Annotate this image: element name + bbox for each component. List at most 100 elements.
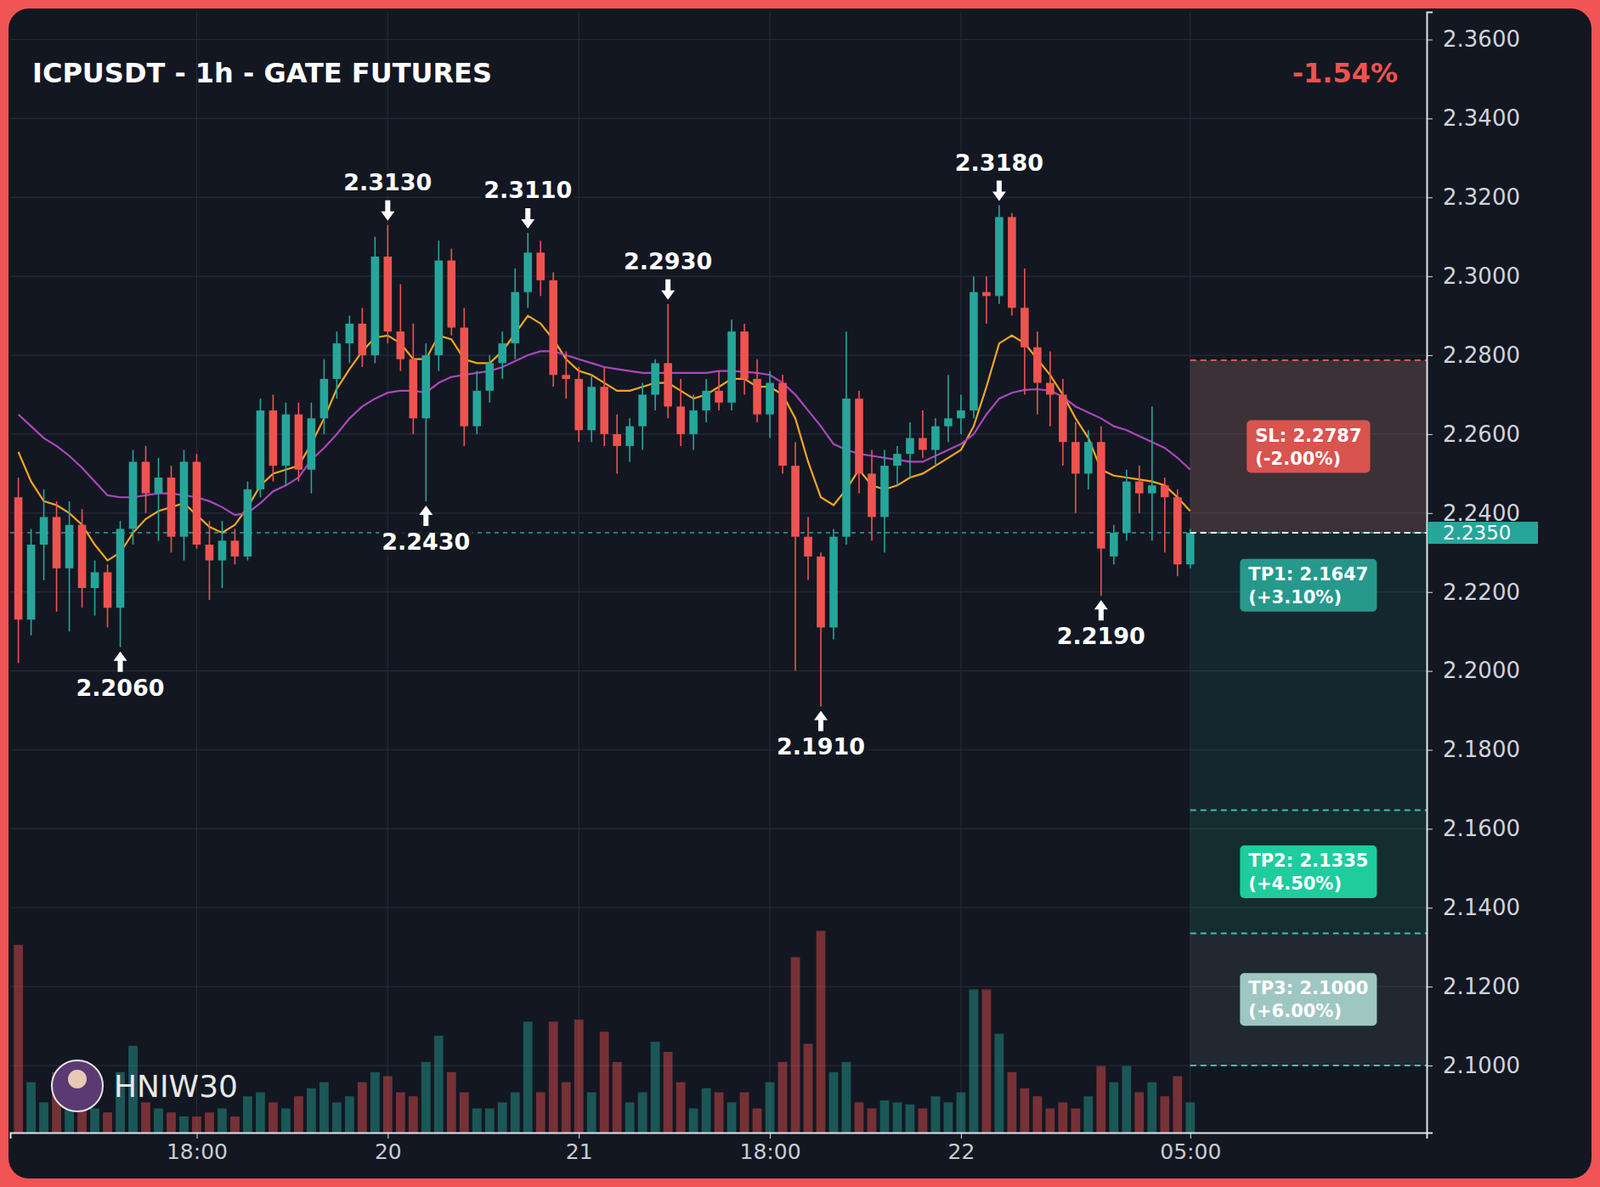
price-tag-box [1427,521,1538,544]
candle-body [599,386,609,435]
candle-body [167,477,176,538]
volume-bar [625,1102,635,1133]
y-tick-label: 2.1200 [1442,973,1521,1000]
x-tick: 21 [565,1132,594,1165]
candle-body [638,395,647,427]
annotation-label: 2.2930 [623,248,713,275]
annotation: 2.3130 [340,169,435,221]
level-box [1246,420,1370,474]
annotation-arrow [661,279,675,300]
volume-bar [1006,1072,1017,1133]
y-tick-mark [1426,671,1433,673]
volume-bar [217,1108,227,1133]
y-axis: 2.10002.12002.14002.16002.18002.20002.22… [1426,12,1521,1134]
candle-body [854,398,864,474]
avatar-face [67,1069,87,1089]
y-tick: 2.1800 [1426,736,1521,763]
volume-bar [153,1108,164,1133]
x-tick-mark [769,1132,771,1139]
volume-bar [1159,1096,1170,1133]
y-axis-line [1427,12,1434,1134]
x-axis-line [11,1133,1428,1140]
candle-body [689,410,698,435]
candle-wick [985,276,988,324]
x-tick: 18:00 [740,1132,802,1165]
candle-body [918,438,928,451]
volume-bar [268,1102,278,1133]
candle-body [384,256,393,332]
volume-bar [510,1092,521,1133]
candle-body [842,398,851,538]
annotation-label: 2.3130 [343,169,432,196]
volume-bars [13,931,1195,1133]
volume-bar [561,1082,572,1133]
x-tick: 22 [948,1132,976,1165]
y-tick-label: 2.3000 [1442,263,1521,289]
entry-line [1190,531,1427,534]
candle-body [1135,481,1144,494]
level-label: TP1: 2.1647 [1248,564,1369,585]
candle-body [880,465,889,517]
level-box-group: TP3: 2.1000(+6.00%) [1239,972,1377,1026]
volume-bar [714,1092,724,1133]
volume-bar [421,1062,431,1133]
volume-bar [918,1108,928,1133]
y-tick: 2.2000 [1426,657,1521,684]
annotation-label: 2.3180 [955,149,1044,176]
volume-bar [39,1102,49,1133]
change-label: -1.54% [1292,56,1398,90]
volume-bar [905,1104,916,1133]
annotation-label: 2.1910 [776,733,866,760]
frame [0,0,1600,1187]
candle-body [282,414,291,466]
volume-bar [230,1116,240,1133]
y-tick-label: 2.1800 [1442,736,1521,763]
trade-zone [1190,810,1427,934]
candle-body [727,331,736,403]
y-tick-mark [1426,513,1433,515]
y-tick: 2.1200 [1426,973,1521,1000]
candle-body [587,386,596,430]
volume-bar [536,1092,546,1133]
candle-body [116,528,125,608]
candle-body [1173,497,1182,565]
candle-body [358,323,368,356]
level-pct-label: (+6.00%) [1248,1000,1342,1022]
volume-bar [1019,1088,1029,1133]
candle-body [231,540,240,557]
level-line [1190,1064,1427,1067]
y-tick: 2.3400 [1426,105,1521,131]
candle-body [893,453,902,466]
volume-bar [995,1034,1005,1133]
volume-bar [982,989,992,1133]
candle-body [90,572,100,589]
candle-body [944,418,953,426]
volume-bar [192,1116,202,1133]
candle-body [1045,383,1055,396]
volume-bar [434,1035,444,1133]
candle-body [243,489,253,557]
y-tick-mark [1426,1065,1433,1067]
candle-body [969,292,979,411]
volume-bar [1032,1096,1042,1133]
volume-bar [740,1092,750,1133]
y-tick-label: 2.2800 [1442,342,1521,368]
candle-body [676,406,685,435]
candle-body [180,461,189,537]
level-pct-label: (+4.50%) [1248,873,1342,894]
title: ICPUSDT - 1h - GATE FUTURES [32,56,492,90]
volume-bar [408,1096,419,1133]
volume-bar [204,1112,215,1133]
candle-body [536,252,545,281]
candle-body [1033,347,1042,384]
watermark: HNIW30 [51,1060,238,1112]
candle-body [905,438,915,455]
candle-body [78,525,87,588]
volume-bar [1083,1096,1093,1133]
candle-wick [947,374,950,442]
volume-bar [663,1051,673,1133]
candle-body [612,434,622,447]
plot-area [10,205,1427,1133]
candle-body [422,355,431,419]
candle-body [472,390,481,427]
